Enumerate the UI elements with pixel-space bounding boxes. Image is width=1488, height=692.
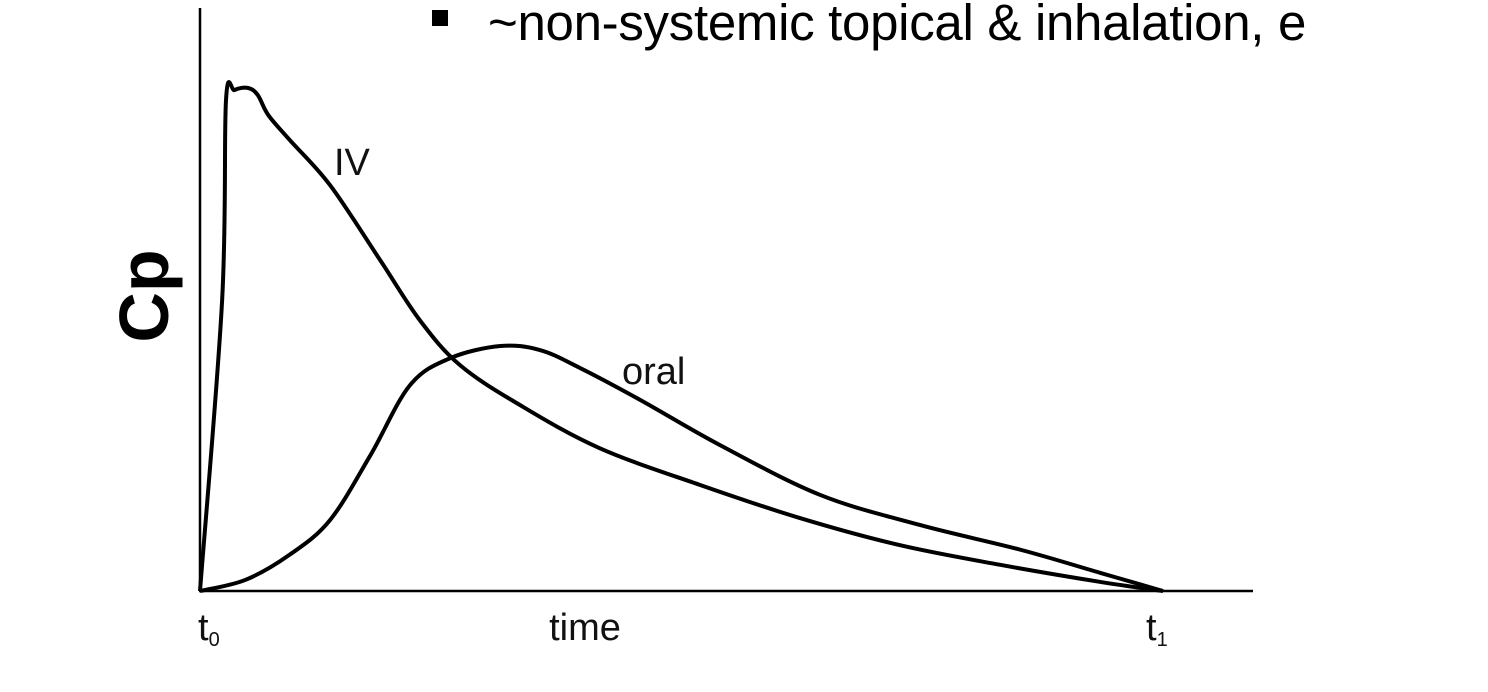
x-tick-label-t0: t0 [198,607,220,651]
bullet-text: ~non-systemic topical & inhalation, e [488,0,1307,51]
bullet-item: ~non-systemic topical & inhalation, e [428,0,1488,54]
x-tick-t0-base: t [198,607,209,649]
series-line-iv [198,80,1164,593]
y-axis-label: Cp [105,249,183,342]
x-axis-label: time [549,607,621,649]
bullet-square-icon [432,10,448,26]
series-label-iv: IV [334,142,371,184]
x-tick-t1-sub: 1 [1157,629,1168,651]
series-line-oral [199,343,1164,593]
x-tick-label-t1: t1 [1146,607,1168,651]
series-label-oral: oral [622,351,685,393]
x-tick-t1-base: t [1146,607,1157,649]
x-tick-t0-sub: 0 [209,629,220,651]
